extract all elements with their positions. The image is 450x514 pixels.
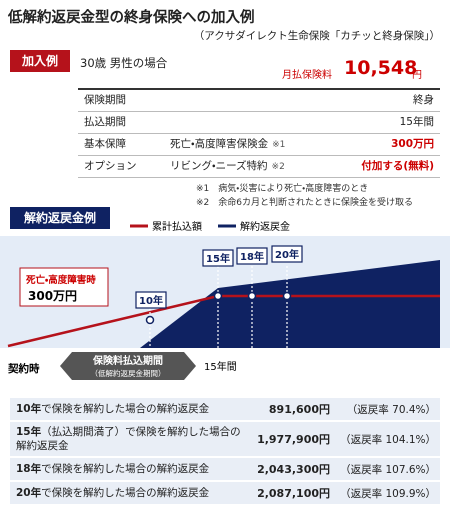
result-text: で保険を解約した場合の解約返戻金 — [41, 403, 210, 415]
plan-table: 保険期間 終身払込期間 15年間基本保障 死亡・高度障害保険金 ※1 300万円オプション… — [78, 88, 440, 178]
period-sub: （低解約返戻金期間） — [91, 368, 166, 378]
period-arrow — [60, 352, 196, 380]
annotation-value: 300万円 — [28, 289, 77, 303]
note: ※1 病気・災害により死亡・高度障害のとき — [196, 184, 369, 194]
surrender-area — [140, 260, 440, 348]
result-rate: （返戻率 70.4%） — [346, 403, 436, 416]
table-row: 基本保障 死亡・高度障害保険金 ※1 300万円 — [78, 134, 440, 156]
result-text: （払込期間満了）で保険を解約した場合の解約返戻金 — [16, 426, 241, 452]
subtitle: （アクサダイレクト生命保険「カチッと終身保険」） — [193, 30, 440, 42]
annotation-box — [19, 267, 109, 307]
marker-dot — [282, 291, 292, 301]
badge: 加入例 — [10, 50, 70, 72]
result-year: 20年 — [16, 487, 42, 499]
marker-dot — [247, 291, 257, 301]
result-text: で保険を解約した場合の解約返戻金 — [41, 463, 210, 475]
marker-box — [236, 247, 268, 265]
result-amount: 2,087,100円 — [257, 487, 330, 500]
marker-lines — [149, 266, 288, 348]
end-label: 15年間 — [204, 360, 237, 373]
result-rate: （返戻率 104.1%） — [340, 433, 436, 446]
row-note: ※1 — [272, 140, 286, 150]
results-table: 10年で保険を解約した場合の解約返戻金 891,600円 （返戻率 70.4%） 15… — [10, 398, 440, 506]
chart: 累計払込額 解約返戻金 10年 15年 18年 20年 死亡・高度障害時 300… — [0, 220, 450, 380]
row-value: 300万円 — [391, 138, 434, 150]
row-value: 15年間 — [399, 116, 434, 128]
result-year: 18年 — [16, 463, 42, 475]
row-label: オプション — [84, 160, 137, 172]
table-row: オプション リビング・ニーズ特約 ※2 付加する(無料) — [78, 156, 440, 178]
note: ※2 余命6カ月と判断されたときに保険金を受け取る — [196, 198, 413, 208]
result-row: 20年で保険を解約した場合の解約返戻金 2,087,100円 （返戻率 109.9%… — [10, 482, 440, 506]
marker-dot — [213, 291, 223, 301]
result-row: 18年で保険を解約した場合の解約返戻金 2,043,300円 （返戻率 107.6%… — [10, 458, 440, 482]
row-content-text: 死亡・高度障害保険金 — [170, 138, 269, 150]
result-year: 15年 — [16, 426, 42, 438]
table-row: 保険期間 終身 — [78, 90, 440, 112]
result-text: で保険を解約した場合の解約返戻金 — [41, 487, 210, 499]
marker-dot — [145, 315, 155, 325]
result-rate: （返戻率 107.6%） — [340, 463, 436, 476]
premium-value: 10,548 — [344, 57, 418, 79]
chart-badge: 解約返戻金例 — [10, 207, 110, 229]
title: 低解約返戻金型の終身保険への加入例 — [8, 10, 255, 26]
result-row: 15年（払込期間満了）で保険を解約した場合の解約返戻金 1,977,900円 （返戻… — [10, 422, 440, 458]
result-amount: 1,977,900円 — [257, 433, 330, 446]
marker-box — [271, 245, 303, 263]
result-condition: 10年で保険を解約した場合の解約返戻金 — [10, 399, 250, 419]
result-amount: 891,600円 — [268, 403, 330, 416]
marker-box — [202, 249, 234, 267]
result-condition: 18年で保険を解約した場合の解約返戻金 — [10, 459, 250, 479]
legend-label: 解約返戻金 — [240, 220, 290, 233]
marker-label: 20年 — [275, 248, 299, 261]
row-label: 保険期間 — [84, 94, 126, 106]
result-condition: 15年（払込期間満了）で保険を解約した場合の解約返戻金 — [10, 422, 250, 456]
row-label: 基本保障 — [84, 138, 126, 150]
row-value: 終身 — [413, 94, 434, 106]
premium-unit: 円 — [412, 70, 422, 81]
legend-label: 累計払込額 — [152, 220, 202, 233]
row-content-text: リビング・ニーズ特約 — [170, 160, 268, 172]
row-value: 付加する(無料) — [361, 160, 434, 172]
result-amount: 2,043,300円 — [257, 463, 330, 476]
notes: ※1 病気・災害により死亡・高度障害のとき ※2 余命6カ月と判断されたときに保険… — [196, 182, 413, 210]
result-year: 10年 — [16, 403, 42, 415]
start-label: 契約時 — [8, 362, 40, 375]
period-label: 保険料払込期間 — [92, 354, 163, 367]
result-condition: 20年で保険を解約した場合の解約返戻金 — [10, 483, 250, 503]
row-label: 払込期間 — [84, 116, 126, 128]
marker-box — [135, 291, 167, 309]
result-rate: （返戻率 109.9%） — [340, 487, 436, 500]
table-row: 払込期間 15年間 — [78, 112, 440, 134]
premium-label: 月払保険料 — [282, 70, 332, 81]
annotation: 死亡・高度障害時 — [25, 274, 96, 286]
row-content: リビング・ニーズ特約 ※2 — [170, 156, 285, 178]
marker-label: 15年 — [206, 252, 230, 265]
result-row: 10年で保険を解約した場合の解約返戻金 891,600円 （返戻率 70.4%） — [10, 398, 440, 422]
marker-label: 18年 — [240, 250, 264, 263]
row-content: 死亡・高度障害保険金 ※1 — [170, 134, 285, 156]
person: 30歳 男性の場合 — [80, 56, 168, 70]
marker-label: 10年 — [139, 294, 163, 307]
row-note: ※2 — [271, 162, 285, 172]
